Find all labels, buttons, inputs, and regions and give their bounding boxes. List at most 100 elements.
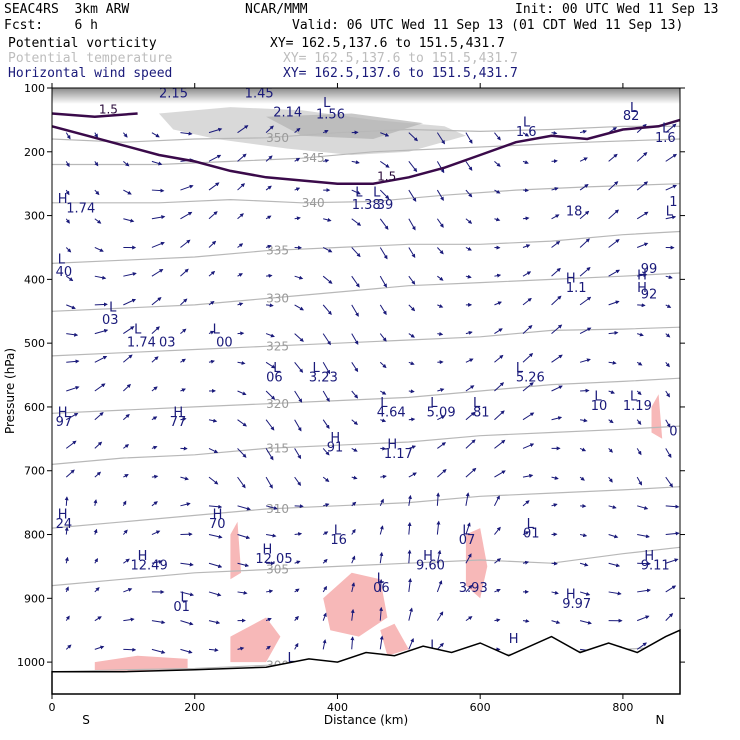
wind-vector — [408, 189, 417, 202]
hl-label: H — [58, 406, 68, 421]
theta-contour — [52, 183, 681, 204]
hl-label: 5.09 — [427, 406, 456, 421]
wind-vector — [351, 447, 358, 452]
wind-vector — [579, 210, 590, 220]
wind-vector — [665, 504, 680, 509]
wind-vector — [408, 275, 416, 285]
wind-vector — [180, 184, 194, 191]
hl-label: L — [312, 361, 320, 376]
theta-contour — [51, 486, 681, 529]
wind-vector — [351, 582, 356, 593]
wind-vector — [65, 161, 70, 168]
wind-vector — [265, 215, 272, 220]
wind-vector — [408, 494, 412, 506]
wind-vector — [151, 132, 160, 138]
wind-vector — [322, 275, 333, 284]
x-tick-label: 400 — [327, 701, 348, 714]
x-tick-label: 600 — [470, 701, 491, 714]
wind-vector — [494, 160, 501, 167]
wind-vector — [294, 615, 299, 621]
wind-vector — [208, 240, 217, 248]
wind-vector — [379, 247, 388, 260]
wind-vector — [294, 275, 304, 280]
wind-vector — [637, 303, 646, 308]
wind-vector — [237, 448, 247, 458]
x-tick-label: 200 — [184, 701, 205, 714]
pink-shade — [465, 528, 488, 599]
wind-vector — [379, 333, 387, 342]
wind-vector — [94, 189, 100, 196]
strato-band — [52, 88, 680, 104]
hl-label: 5.26 — [516, 370, 545, 385]
pink-shade — [323, 572, 388, 637]
hl-label: H — [644, 549, 654, 564]
wind-vector — [494, 439, 506, 449]
wind-vector — [237, 476, 246, 489]
hl-label: 12.49 — [131, 559, 168, 574]
hl-label: 12.05 — [255, 552, 292, 567]
hl-label: L — [323, 96, 331, 111]
wind-vector — [322, 448, 330, 456]
wind-vector — [208, 476, 219, 485]
wind-vector — [294, 448, 302, 460]
wind-vector — [465, 161, 473, 171]
hl-label: 06 — [266, 370, 283, 385]
wind-vector — [208, 154, 222, 162]
wind-vector — [265, 125, 274, 134]
wind-vector — [265, 155, 273, 162]
wind-vector — [294, 390, 303, 403]
wind-vector — [151, 241, 165, 248]
hl-label: 1 — [669, 195, 677, 210]
wind-vector — [123, 189, 132, 195]
wind-vector — [437, 415, 446, 421]
wind-vector — [265, 419, 275, 431]
wind-vector — [551, 214, 560, 220]
hl-label: 03 — [159, 335, 176, 350]
wind-vector — [379, 361, 387, 369]
wind-vector — [380, 418, 387, 423]
wind-vector — [522, 160, 529, 164]
hl-label: H — [58, 192, 68, 207]
y-tick-label: 400 — [24, 273, 45, 286]
wind-vector — [94, 218, 102, 224]
hl-label: H — [566, 272, 576, 287]
wind-vector — [294, 216, 301, 221]
hl-label: L — [180, 591, 188, 606]
wind-vector — [351, 501, 357, 507]
wind-vector — [665, 613, 674, 621]
wind-vector — [94, 411, 104, 421]
hl-label: 01 — [173, 600, 190, 615]
wind-vector — [64, 496, 69, 506]
wind-vector — [437, 331, 444, 336]
wind-vector — [551, 561, 558, 566]
wind-vector — [494, 495, 500, 507]
wind-vector — [608, 591, 622, 596]
wind-vector — [436, 132, 445, 145]
wind-vector — [579, 157, 588, 162]
wind-vector — [94, 383, 106, 392]
hl-label: L — [666, 205, 674, 220]
wind-vector — [465, 218, 473, 224]
wind-vector — [351, 218, 362, 226]
hl-label: 07 — [459, 533, 476, 548]
wind-vector — [665, 558, 679, 564]
wind-vector — [94, 302, 108, 307]
wind-vector — [208, 647, 219, 652]
pv-label: 1.5 — [99, 103, 118, 117]
wind-vector — [294, 304, 304, 311]
wind-vector — [636, 476, 643, 486]
wind-vector — [407, 521, 412, 535]
wind-vector — [665, 333, 671, 338]
wind-vector — [322, 558, 328, 564]
wind-vector — [437, 442, 447, 449]
wind-vectors — [64, 123, 680, 654]
wind-vector — [323, 503, 330, 507]
theta-contour — [51, 230, 681, 264]
theta-contour — [51, 272, 681, 312]
wind-vector — [551, 620, 561, 625]
wind-vector — [323, 217, 332, 222]
wind-vector — [579, 184, 589, 191]
wind-vector — [436, 247, 444, 255]
wind-vector — [608, 562, 621, 568]
